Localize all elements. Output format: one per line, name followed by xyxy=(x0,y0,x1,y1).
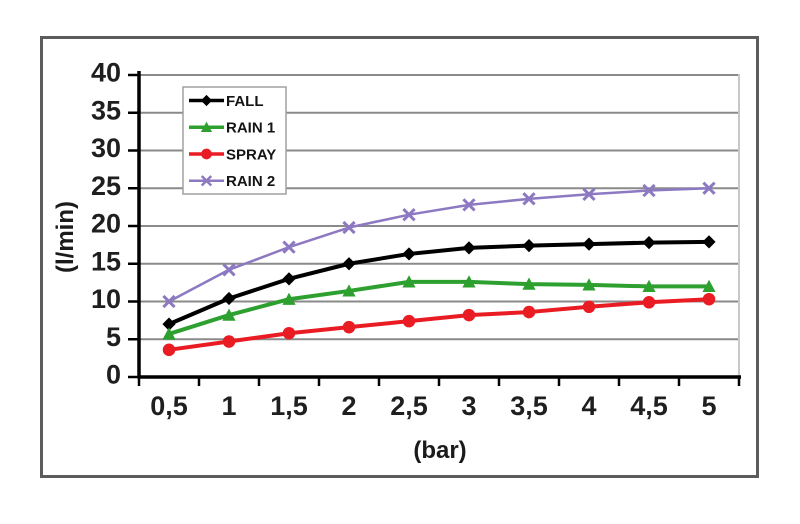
x-tick-label: 1,5 xyxy=(270,391,308,421)
y-tick-label: 10 xyxy=(91,284,121,314)
legend-item-label: RAIN 1 xyxy=(226,120,275,137)
series-fall-marker xyxy=(162,317,176,331)
series-rain-1-marker xyxy=(402,275,416,288)
x-tick-label: 2 xyxy=(341,391,356,421)
y-axis-title: (l/min) xyxy=(52,201,79,273)
series-fall-marker xyxy=(282,272,296,286)
series-fall-marker xyxy=(342,257,356,271)
y-tick-label: 0 xyxy=(106,360,121,390)
series-fall-marker xyxy=(582,237,596,251)
series-fall-marker xyxy=(462,241,476,255)
series-spray-line xyxy=(167,297,711,352)
series-spray-marker xyxy=(462,308,476,322)
series-rain-1-marker xyxy=(342,284,356,297)
legend-sample-marker xyxy=(200,175,213,187)
series-rain-2-marker xyxy=(642,183,656,198)
y-tick-label: 25 xyxy=(91,171,121,201)
y-tick-label: 30 xyxy=(91,133,121,163)
series-rain-2-marker xyxy=(702,181,716,195)
series-spray-marker xyxy=(222,335,236,348)
x-axis-title: (bar) xyxy=(413,437,467,464)
series-rain-2-line xyxy=(167,187,711,303)
x-tick-label: 3,5 xyxy=(510,391,548,421)
series-rain-2-marker xyxy=(522,192,536,206)
series-spray-marker xyxy=(402,314,416,328)
series-spray-marker xyxy=(342,320,356,334)
series-rain-1-marker xyxy=(162,327,176,340)
series-rain-1-marker xyxy=(582,278,596,291)
series-rain-2-marker xyxy=(222,263,236,277)
series-spray-marker xyxy=(282,326,296,340)
series-rain-1-marker xyxy=(522,277,536,290)
legend-sample-marker xyxy=(200,121,213,133)
legend-item-label: RAIN 2 xyxy=(226,173,275,190)
y-tick-label: 20 xyxy=(91,209,121,239)
series-rain-2-marker xyxy=(282,240,296,254)
series-rain-2-marker xyxy=(582,187,596,201)
x-tick-label: 0,5 xyxy=(150,391,188,421)
series-fall-marker xyxy=(642,236,656,250)
legend-sample-marker xyxy=(201,148,212,160)
legend-item-label: FALL xyxy=(226,93,264,110)
series-spray-marker xyxy=(582,300,596,314)
x-tick-label: 4,5 xyxy=(630,391,668,421)
series-fall-marker xyxy=(222,291,236,306)
series-fall-marker xyxy=(522,239,536,253)
y-tick-label: 5 xyxy=(106,322,121,352)
x-tick-label: 4 xyxy=(581,391,596,421)
legend-sample-marker xyxy=(200,94,213,107)
y-tick-label: 15 xyxy=(91,246,121,276)
x-tick-label: 5 xyxy=(701,391,716,421)
series-rain-1-marker xyxy=(282,292,296,305)
legend-item-label: SPRAY xyxy=(226,146,276,163)
y-tick-label: 35 xyxy=(91,95,121,125)
x-tick-label: 2,5 xyxy=(390,391,428,421)
x-tick-label: 3 xyxy=(461,391,476,421)
x-tick-label: 1 xyxy=(221,391,236,421)
series-fall-marker xyxy=(402,247,416,261)
legend-box xyxy=(182,86,287,195)
series-rain-1-marker xyxy=(642,279,656,293)
series-rain-1-marker xyxy=(462,275,476,288)
series-fall-marker xyxy=(702,235,716,249)
y-tick-label: 40 xyxy=(91,58,121,88)
series-rain-1-marker xyxy=(222,308,236,321)
series-rain-2-marker xyxy=(342,220,356,235)
series-spray-marker xyxy=(702,292,716,306)
series-spray-marker xyxy=(642,295,656,309)
series-rain-2-marker xyxy=(462,198,476,212)
series-spray-marker xyxy=(522,305,536,319)
series-fall-line xyxy=(167,239,711,327)
series-rain-1-marker xyxy=(702,279,716,293)
series-spray-marker xyxy=(162,343,176,357)
series-rain-2-marker xyxy=(162,294,176,309)
series-rain-2-marker xyxy=(402,208,416,222)
series-rain-1-line xyxy=(167,279,711,336)
